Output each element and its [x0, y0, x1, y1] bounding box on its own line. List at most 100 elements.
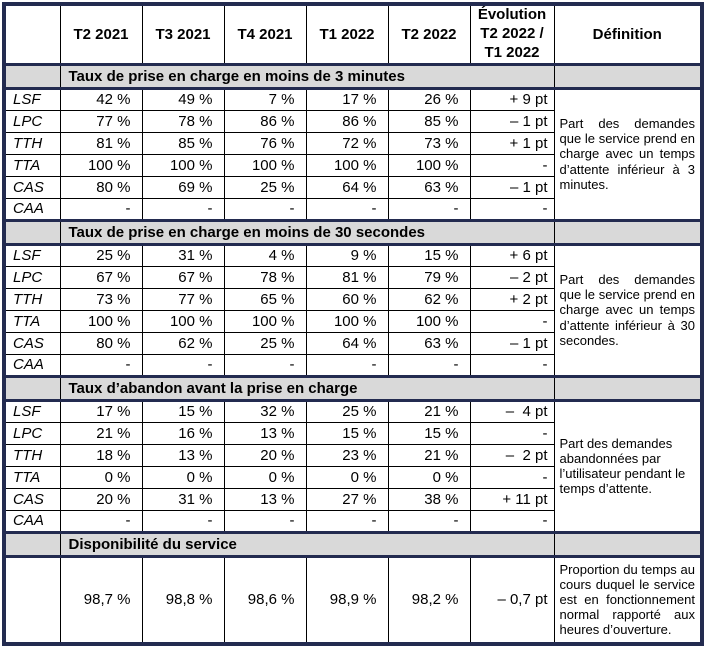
value-cell: 25 %	[305, 399, 389, 423]
value-cell: -	[141, 353, 225, 377]
value-cell: 20 %	[223, 443, 307, 467]
evolution-cell: – 0,7 pt	[469, 555, 555, 645]
value-cell: 21 %	[387, 399, 471, 423]
row-label: LSF	[3, 87, 61, 111]
evolution-cell: – 1 pt	[469, 109, 555, 133]
value-cell: 13 %	[141, 443, 225, 467]
value-cell: 0 %	[223, 465, 307, 489]
value-cell: 15 %	[141, 399, 225, 423]
evolution-cell: -	[469, 197, 555, 221]
evolution-cell: + 9 pt	[469, 87, 555, 111]
value-cell: 49 %	[141, 87, 225, 111]
value-cell: 100 %	[387, 153, 471, 177]
definition-text: Part des demandes que le service prend e…	[553, 243, 703, 377]
section-title: Taux d’abandon avant la prise en charge	[59, 374, 555, 402]
availability-row: 98,7 % 98,8 % 98,6 % 98,9 % 98,2 % – 0,7…	[3, 555, 703, 645]
definition-text: Part des demandes abandonnées par l’util…	[553, 399, 703, 533]
value-cell: 81 %	[305, 265, 389, 289]
table-row: LPC 77 % 78 % 86 % 86 % 85 % – 1 pt	[3, 109, 702, 133]
value-cell: 77 %	[59, 109, 143, 133]
value-cell: 78 %	[141, 109, 225, 133]
value-cell: 85 %	[141, 131, 225, 155]
value-cell: 73 %	[387, 131, 471, 155]
evolution-cell: – 1 pt	[469, 331, 555, 355]
section-definition-spacer	[553, 374, 703, 402]
section-label-spacer	[3, 218, 61, 246]
value-cell: -	[59, 509, 143, 533]
value-cell: 15 %	[387, 421, 471, 445]
row-label: TTH	[3, 443, 61, 467]
period-header-t3-2021: T3 2021	[141, 3, 225, 65]
period-header-t2-2021: T2 2021	[59, 3, 143, 65]
period-header-t4-2021: T4 2021	[223, 3, 307, 65]
section-title: Taux de prise en charge en moins de 30 s…	[59, 218, 555, 246]
evolution-cell: + 1 pt	[469, 131, 555, 155]
value-cell: 80 %	[59, 331, 143, 355]
table-row: CAS 80 % 69 % 25 % 64 % 63 % – 1 pt	[3, 175, 702, 199]
row-label: CAA	[3, 353, 61, 377]
value-cell: 98,2 %	[387, 555, 471, 645]
value-cell: 100 %	[305, 153, 389, 177]
table-row: LSF 17 % 15 % 32 % 25 % 21 % – 4 pt Part…	[3, 399, 703, 533]
value-cell: 65 %	[223, 287, 307, 311]
value-cell: -	[223, 509, 307, 533]
section-title: Taux de prise en charge en moins de 3 mi…	[59, 62, 555, 90]
value-cell: 98,8 %	[141, 555, 225, 645]
evolution-cell: -	[469, 153, 555, 177]
value-cell: 7 %	[223, 87, 307, 111]
row-label: TTA	[3, 309, 61, 333]
evolution-cell: + 6 pt	[469, 243, 555, 267]
header-row: T2 2021 T3 2021 T4 2021 T1 2022 T2 2022 …	[3, 3, 703, 65]
value-cell: 73 %	[59, 287, 143, 311]
period-header-t1-2022: T1 2022	[305, 3, 389, 65]
value-cell: 21 %	[387, 443, 471, 467]
value-cell: 42 %	[59, 87, 143, 111]
value-cell: 64 %	[305, 175, 389, 199]
value-cell: 98,6 %	[223, 555, 307, 645]
value-cell: -	[305, 197, 389, 221]
table-row: CAA - - - - - -	[3, 509, 702, 533]
value-cell: 15 %	[305, 421, 389, 445]
row-label: TTH	[3, 287, 61, 311]
value-cell: 0 %	[141, 465, 225, 489]
section-header-row: Disponibilité du service	[3, 530, 703, 558]
evolution-header: Évolution T2 2022 / T1 2022	[469, 3, 555, 65]
value-cell: 63 %	[387, 331, 471, 355]
value-cell: 80 %	[59, 175, 143, 199]
value-cell: 31 %	[141, 243, 225, 267]
value-cell: 100 %	[387, 309, 471, 333]
value-cell: 25 %	[223, 175, 307, 199]
value-cell: 79 %	[387, 265, 471, 289]
value-cell: 0 %	[305, 465, 389, 489]
value-cell: 18 %	[59, 443, 143, 467]
section-header-row: Taux de prise en charge en moins de 30 s…	[3, 218, 703, 246]
value-cell: -	[59, 197, 143, 221]
value-cell: 63 %	[387, 175, 471, 199]
value-cell: 26 %	[387, 87, 471, 111]
section-definition-spacer	[553, 218, 703, 246]
value-cell: 100 %	[223, 309, 307, 333]
value-cell: 4 %	[223, 243, 307, 267]
evolution-cell: -	[469, 509, 555, 533]
evolution-cell: -	[469, 309, 555, 333]
value-cell: -	[223, 353, 307, 377]
table-row: CAS 80 % 62 % 25 % 64 % 63 % – 1 pt	[3, 331, 702, 355]
value-cell: 13 %	[223, 487, 307, 511]
row-label: TTH	[3, 131, 61, 155]
evolution-cell: -	[469, 421, 555, 445]
value-cell: -	[223, 197, 307, 221]
value-cell: 67 %	[59, 265, 143, 289]
value-cell: 25 %	[223, 331, 307, 355]
evolution-cell: -	[469, 465, 555, 489]
row-label: TTA	[3, 153, 61, 177]
row-label: CAS	[3, 487, 61, 511]
section-label-spacer	[3, 374, 61, 402]
value-cell: 100 %	[59, 153, 143, 177]
value-cell: 85 %	[387, 109, 471, 133]
row-label: CAA	[3, 509, 61, 533]
value-cell: 38 %	[387, 487, 471, 511]
evolution-cell: – 2 pt	[469, 443, 555, 467]
value-cell: -	[141, 509, 225, 533]
section-label-spacer	[3, 62, 61, 90]
evolution-cell: – 1 pt	[469, 175, 555, 199]
